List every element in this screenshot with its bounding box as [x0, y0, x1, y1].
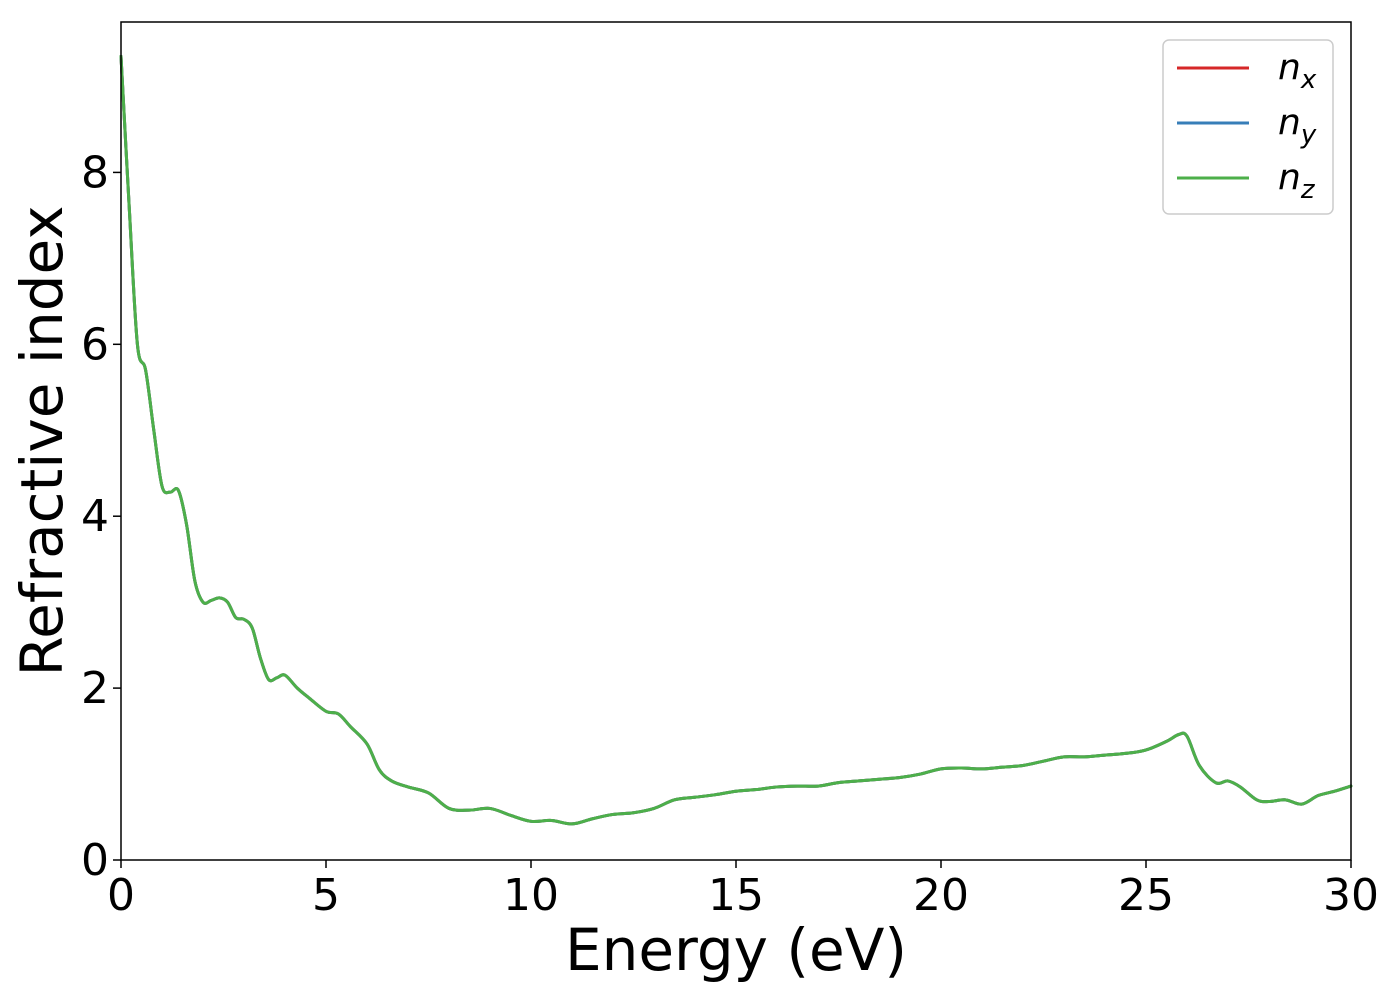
x-axis-label: Energy (eV) [565, 916, 907, 984]
y-tick-label: 6 [81, 319, 109, 370]
series-line-n-z [119, 54, 1353, 826]
plot-area [121, 22, 1351, 860]
y-axis-ticks: 0 2 4 6 8 [81, 147, 121, 886]
x-axis-ticks: 0 5 10 15 20 25 30 [107, 860, 1379, 921]
y-tick-label: 8 [81, 147, 109, 198]
y-axis-label: Refractive index [8, 205, 76, 676]
legend: nx ny nz [1162, 39, 1334, 215]
legend-frame [1162, 39, 1334, 215]
legend-label-n-z: nz [1278, 157, 1316, 205]
legend-label-n-y: ny [1278, 102, 1317, 150]
x-tick-label: 5 [312, 870, 340, 921]
y-tick-label: 0 [81, 835, 109, 886]
legend-label-n-x: nx [1278, 47, 1317, 95]
y-tick-label: 2 [81, 663, 109, 714]
x-tick-label: 15 [708, 870, 764, 921]
x-tick-label: 0 [107, 870, 135, 921]
x-tick-label: 20 [913, 870, 969, 921]
y-tick-label: 4 [81, 491, 109, 542]
x-tick-label: 30 [1323, 870, 1379, 921]
x-tick-label: 10 [503, 870, 559, 921]
x-tick-label: 25 [1118, 870, 1174, 921]
series-group [119, 54, 1353, 826]
